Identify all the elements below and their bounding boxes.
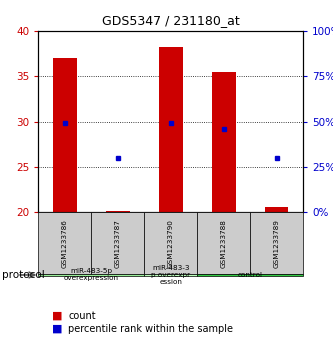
Text: protocol: protocol (2, 270, 44, 280)
Bar (91, 212, 144, 274)
Bar (197, 274, 303, 276)
Text: GSM1233790: GSM1233790 (167, 219, 174, 268)
Text: ■: ■ (52, 311, 62, 321)
Bar (250, 212, 303, 274)
Text: control: control (237, 272, 263, 278)
Bar (212, 72, 235, 212)
Bar (38, 274, 144, 276)
Bar (265, 207, 288, 212)
Text: GSM1233788: GSM1233788 (220, 219, 227, 268)
Bar (159, 47, 182, 212)
Bar (197, 212, 250, 274)
Text: ■: ■ (52, 323, 62, 334)
Text: GSM1233787: GSM1233787 (115, 219, 121, 268)
Text: GSM1233789: GSM1233789 (273, 219, 280, 268)
Text: GSM1233786: GSM1233786 (62, 219, 68, 268)
Text: percentile rank within the sample: percentile rank within the sample (68, 323, 233, 334)
Title: GDS5347 / 231180_at: GDS5347 / 231180_at (102, 14, 239, 27)
Bar (144, 274, 197, 276)
Text: count: count (68, 311, 96, 321)
Bar (144, 212, 197, 274)
Text: miR-483-5p
overexpression: miR-483-5p overexpression (64, 269, 119, 281)
Bar (106, 211, 130, 212)
Bar (53, 58, 77, 212)
Bar (38, 212, 91, 274)
Text: miR-483-3
p overexpr
ession: miR-483-3 p overexpr ession (151, 265, 190, 285)
